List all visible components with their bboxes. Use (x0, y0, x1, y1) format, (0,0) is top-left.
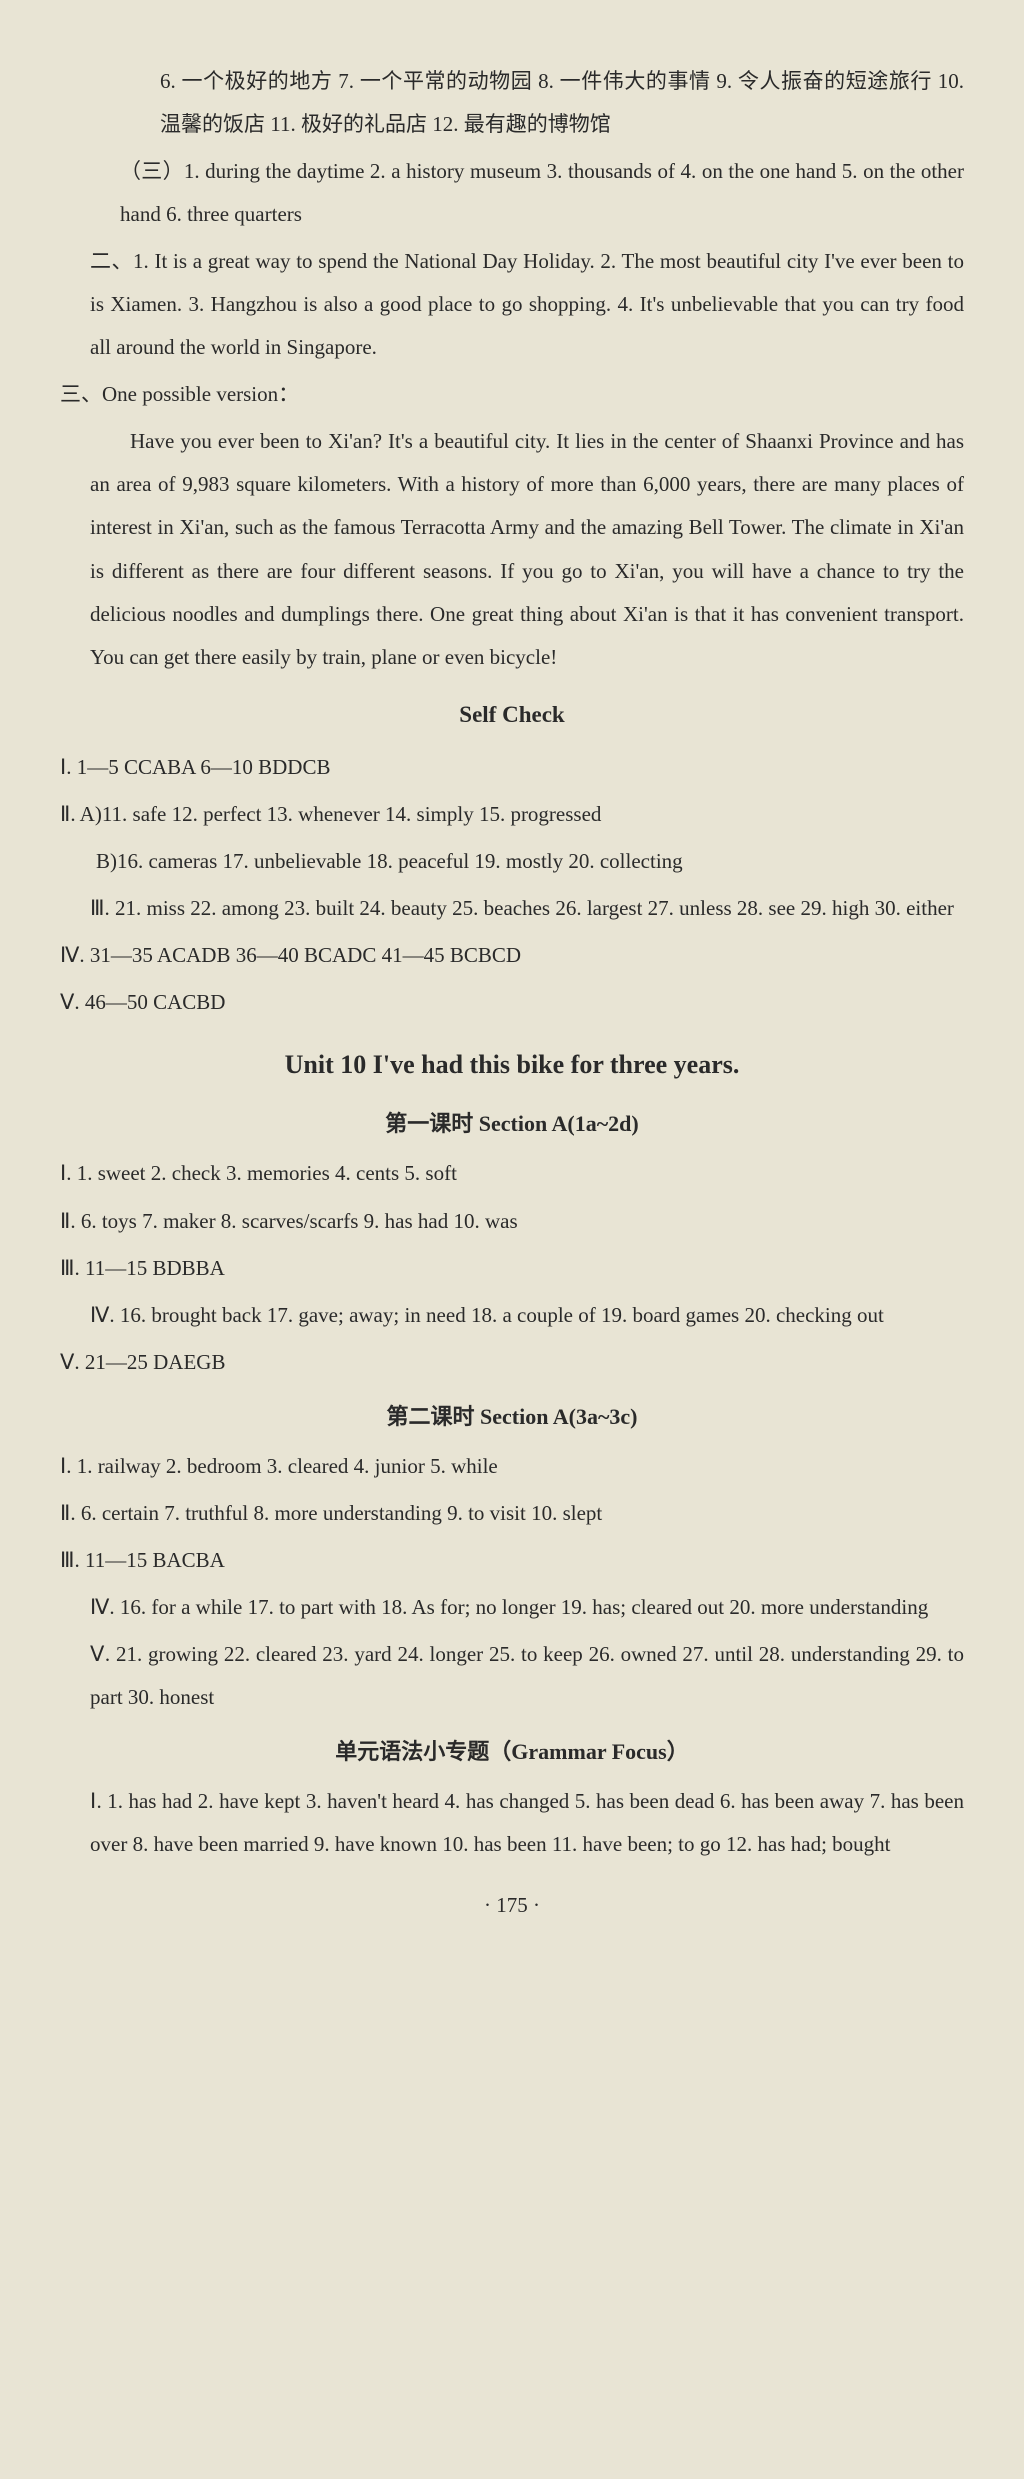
selfcheck-I: Ⅰ. 1—5 CCABA 6—10 BDDCB (60, 746, 964, 789)
lesson2-V: Ⅴ. 21. growing 22. cleared 23. yard 24. … (60, 1633, 964, 1719)
grammar-focus-title: 单元语法小专题（Grammar Focus） (60, 1729, 964, 1774)
lesson2-I: Ⅰ. 1. railway 2. bedroom 3. cleared 4. j… (60, 1445, 964, 1488)
page-number: · 175 · (60, 1884, 964, 1927)
lesson1-V: Ⅴ. 21—25 DAEGB (60, 1341, 964, 1384)
lesson2-title: 第二课时 Section A(3a~3c) (60, 1394, 964, 1439)
lesson1-III: Ⅲ. 11—15 BDBBA (60, 1247, 964, 1290)
section-san-head: 三、One possible version： (60, 373, 964, 416)
unit-10-title: Unit 10 I've had this bike for three yea… (60, 1038, 964, 1091)
selfcheck-IIA: Ⅱ. A)11. safe 12. perfect 13. whenever 1… (60, 793, 964, 836)
selfcheck-IIB: B)16. cameras 17. unbelievable 18. peace… (60, 840, 964, 883)
selfcheck-III: Ⅲ. 21. miss 22. among 23. built 24. beau… (60, 887, 964, 930)
lesson2-III: Ⅲ. 11—15 BACBA (60, 1539, 964, 1582)
section-san-answers: （三）1. during the daytime 2. a history mu… (60, 150, 964, 236)
lesson2-II: Ⅱ. 6. certain 7. truthful 8. more unders… (60, 1492, 964, 1535)
essay-xian: Have you ever been to Xi'an? It's a beau… (60, 420, 964, 678)
self-check-title: Self Check (60, 691, 964, 738)
grammar-I: Ⅰ. 1. has had 2. have kept 3. haven't he… (60, 1780, 964, 1866)
lesson1-IV: Ⅳ. 16. brought back 17. gave; away; in n… (60, 1294, 964, 1337)
lesson1-title: 第一课时 Section A(1a~2d) (60, 1101, 964, 1146)
selfcheck-IV: Ⅳ. 31—35 ACADB 36—40 BCADC 41—45 BCBCD (60, 934, 964, 977)
selfcheck-V: Ⅴ. 46—50 CACBD (60, 981, 964, 1024)
lesson1-II: Ⅱ. 6. toys 7. maker 8. scarves/scarfs 9.… (60, 1200, 964, 1243)
lesson2-IV: Ⅳ. 16. for a while 17. to part with 18. … (60, 1586, 964, 1629)
section-er-answers: 二、1. It is a great way to spend the Nati… (60, 240, 964, 369)
answers-6-12: 6. 一个极好的地方 7. 一个平常的动物园 8. 一件伟大的事情 9. 令人振… (60, 60, 964, 146)
lesson1-I: Ⅰ. 1. sweet 2. check 3. memories 4. cent… (60, 1152, 964, 1195)
